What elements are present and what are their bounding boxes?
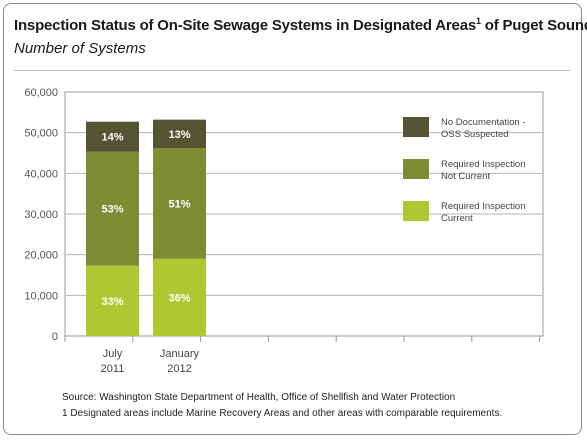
legend-swatch [403, 159, 429, 179]
legend-label: Required Inspection [441, 201, 526, 212]
y-tick-label: 50,000 [24, 128, 58, 140]
data-label: 14% [101, 132, 123, 144]
legend-label: No Documentation - [441, 117, 525, 128]
footnote: 1 Designated areas include Marine Recove… [62, 408, 503, 419]
legend-label: Current [441, 213, 473, 224]
bar-segment [86, 121, 139, 152]
y-tick-label: 20,000 [24, 250, 58, 262]
y-tick-label: 60,000 [24, 87, 58, 99]
y-tick-label: 30,000 [24, 209, 58, 221]
x-tick-label: July [103, 348, 123, 360]
data-label: 53% [101, 204, 123, 216]
chart-title: Inspection Status of On-Site Sewage Syst… [14, 16, 587, 34]
legend-swatch [403, 117, 429, 137]
title-divider [14, 70, 570, 71]
legend-label: Not Current [441, 171, 490, 182]
data-label: 36% [168, 292, 190, 304]
bar-segment [153, 119, 206, 149]
bar-segment [153, 148, 206, 259]
bar-segment [86, 265, 139, 336]
source-note: Source: Washington State Department of H… [62, 392, 456, 403]
y-tick-label: 0 [52, 331, 58, 343]
legend-swatch [403, 201, 429, 221]
bar-segment [86, 151, 139, 266]
x-tick-label: 2012 [167, 363, 191, 375]
chart-subtitle: Number of Systems [14, 40, 146, 57]
data-label: 13% [168, 129, 190, 141]
y-tick-label: 40,000 [24, 168, 58, 180]
bar-segment [153, 258, 206, 336]
legend-label: OSS Suspected [441, 129, 509, 140]
x-tick-label: January [160, 348, 200, 360]
legend-label: Required Inspection [441, 159, 526, 170]
data-label: 33% [101, 296, 123, 308]
x-tick-label: 2011 [101, 363, 125, 375]
data-label: 51% [168, 198, 190, 210]
y-tick-label: 10,000 [24, 290, 58, 302]
